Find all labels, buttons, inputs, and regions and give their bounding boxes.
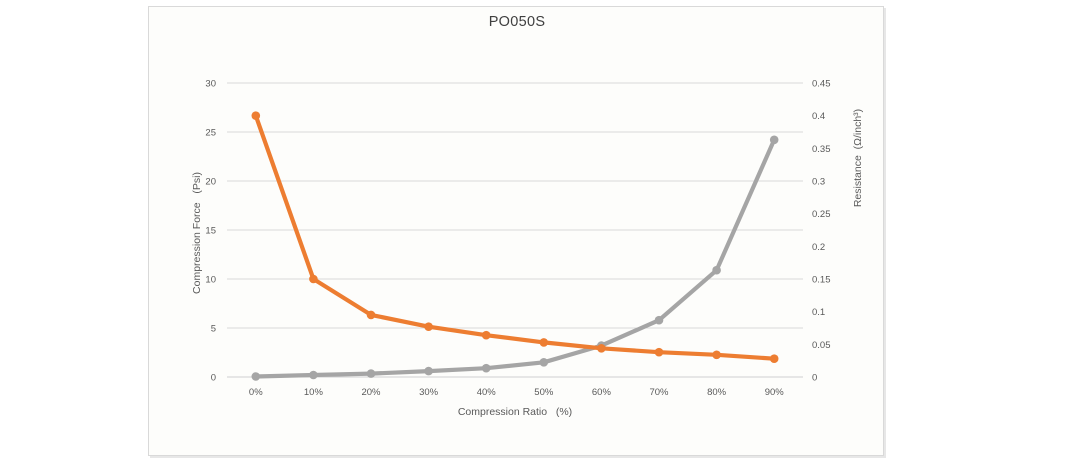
right-axis-title: Resistance (Ω/inch³) — [852, 108, 864, 208]
y-right-tick-label: 0.35 — [812, 144, 831, 155]
y-left-tick-label: 25 — [205, 128, 216, 139]
series-point-resistance — [366, 310, 376, 320]
series-line-resistance — [253, 113, 777, 361]
x-tick-label: 60% — [592, 387, 612, 398]
series-point-compression-force — [539, 358, 549, 367]
x-tick-label: 40% — [477, 387, 497, 398]
series-point-resistance — [597, 344, 606, 353]
series-point-compression-force — [424, 366, 433, 376]
series-point-resistance — [481, 330, 491, 340]
series-point-compression-force — [712, 265, 721, 275]
series-point-resistance — [769, 354, 779, 364]
y-left-tick-label: 20 — [205, 177, 216, 188]
y-right-tick-label: 0.15 — [812, 275, 831, 286]
x-tick-label: 30% — [419, 387, 439, 398]
series-point-compression-force — [366, 369, 376, 378]
x-tick-label: 20% — [361, 387, 381, 398]
y-left-tick-label: 5 — [211, 324, 216, 335]
chart-title: PO050S — [488, 14, 546, 30]
series-point-compression-force — [769, 135, 779, 145]
series-line-compression-force — [253, 137, 777, 379]
y-right-tick-label: 0.4 — [812, 111, 825, 122]
y-right-tick-label: 0 — [812, 373, 817, 384]
series-point-compression-force — [654, 315, 664, 325]
series-point-resistance — [251, 111, 261, 120]
left-axis-title: Compression Force (Psi) — [191, 172, 203, 294]
y-right-tick-label: 0.45 — [812, 79, 831, 90]
series-point-compression-force — [481, 363, 491, 373]
y-right-tick-label: 0.3 — [812, 177, 825, 188]
series-point-resistance — [712, 350, 721, 360]
y-left-tick-label: 30 — [205, 79, 216, 90]
y-left-tick-label: 15 — [205, 226, 216, 237]
series-point-resistance — [539, 338, 549, 347]
series-point-resistance — [424, 322, 433, 332]
x-tick-label: 50% — [534, 387, 554, 398]
y-right-tick-label: 0.1 — [812, 307, 825, 318]
x-tick-label: 0% — [249, 387, 263, 398]
series-point-resistance — [309, 274, 318, 284]
x-tick-label: 80% — [707, 387, 727, 398]
x-tick-label: 90% — [765, 387, 785, 398]
series-point-compression-force — [309, 370, 318, 380]
x-tick-label: 10% — [304, 387, 324, 398]
x-tick-label: 70% — [649, 387, 669, 398]
series-point-resistance — [654, 347, 664, 357]
y-left-tick-label: 0 — [211, 373, 216, 384]
y-left-tick-label: 10 — [205, 275, 216, 286]
x-axis-title: Compression Ratio (%) — [457, 406, 573, 418]
y-right-tick-label: 0.2 — [812, 242, 825, 253]
y-right-tick-label: 0.25 — [812, 209, 831, 220]
chart-frame — [148, 6, 884, 456]
series-point-compression-force — [251, 372, 261, 381]
y-right-tick-label: 0.05 — [812, 340, 831, 351]
